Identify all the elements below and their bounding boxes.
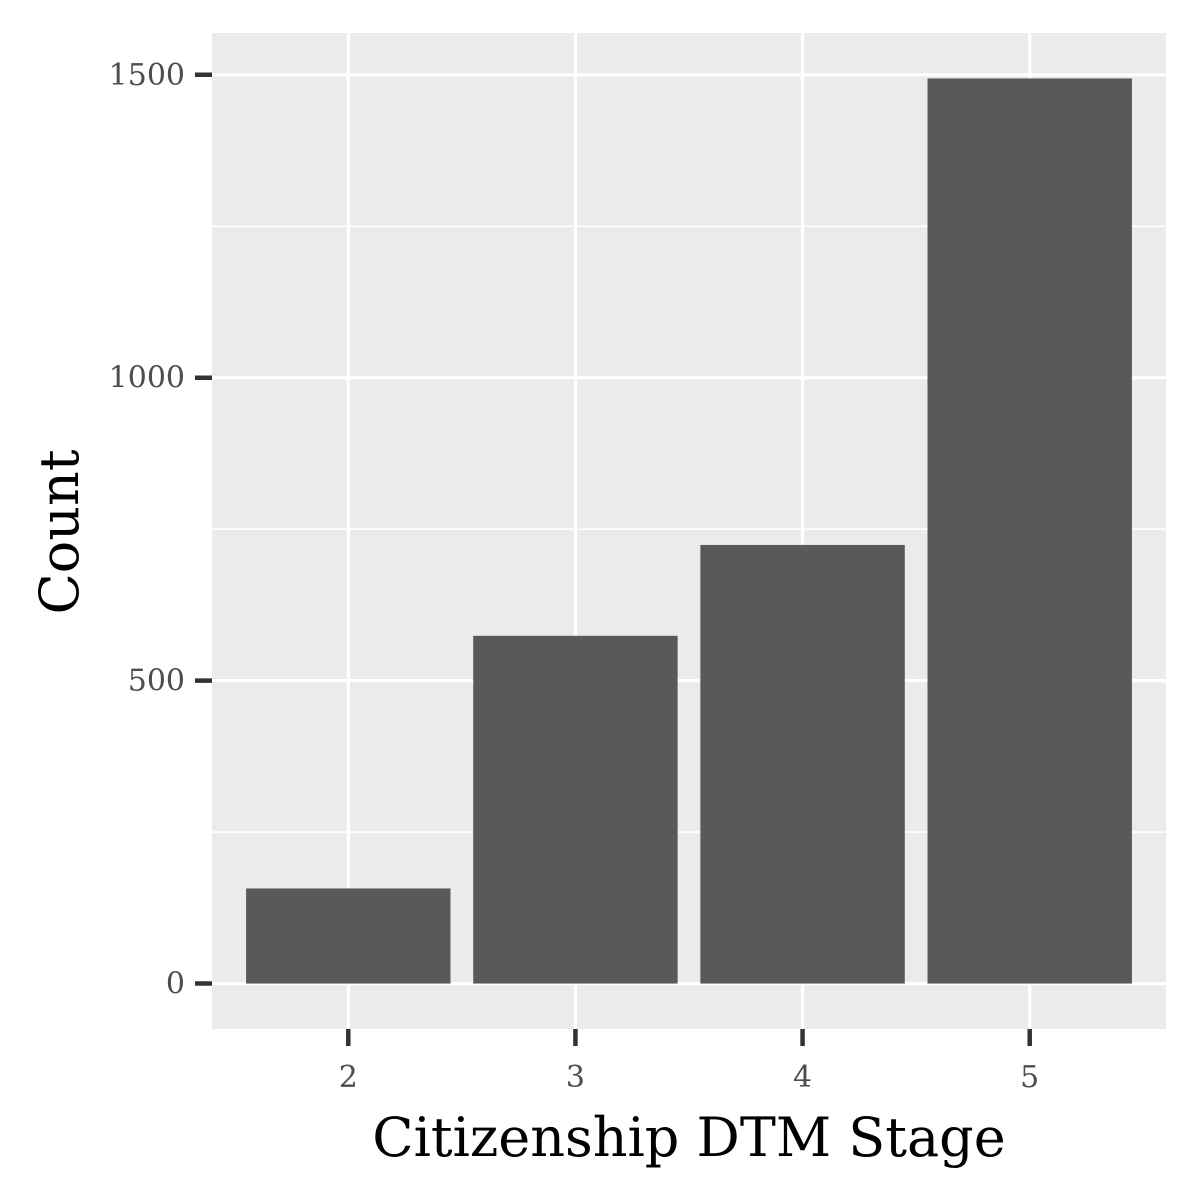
x-tick-label: 5 [1020, 1060, 1039, 1095]
x-axis-title: Citizenship DTM Stage [372, 1106, 1005, 1169]
y-tick-label: 500 [128, 664, 185, 699]
x-tick-label: 3 [566, 1060, 585, 1095]
y-axis-title: Count [28, 449, 91, 614]
x-tick-label: 4 [793, 1060, 812, 1095]
x-tick-label: 2 [339, 1060, 358, 1095]
y-tick-label: 1500 [109, 58, 185, 93]
bars-group [246, 78, 1132, 984]
bar-2 [246, 888, 451, 984]
y-tick-label: 0 [166, 967, 185, 1002]
y-axis: 0 500 1000 1500 [109, 58, 212, 1002]
bar-5 [927, 78, 1132, 984]
bar-3 [473, 635, 678, 984]
bar-4 [700, 544, 905, 984]
y-tick-label: 1000 [109, 361, 185, 396]
x-axis: 2 3 4 5 [339, 1029, 1039, 1095]
